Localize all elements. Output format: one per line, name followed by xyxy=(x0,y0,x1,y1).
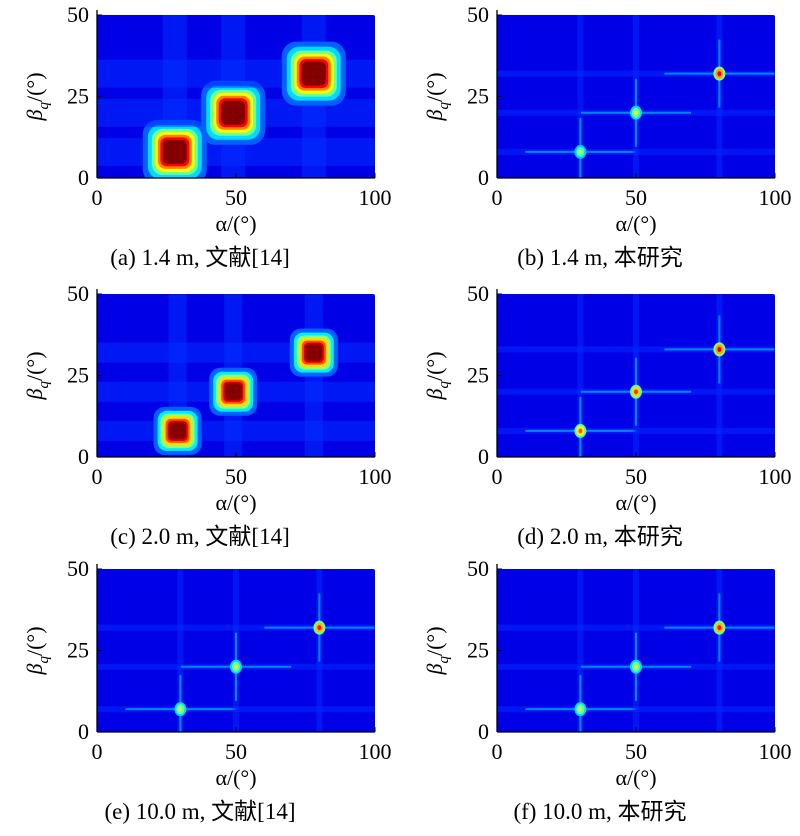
x-axis-label: α/(°) xyxy=(215,765,256,790)
x-tick-label: 100 xyxy=(359,185,392,210)
x-tick-label: 50 xyxy=(225,464,247,489)
y-tick-label: 50 xyxy=(67,556,89,581)
axes xyxy=(96,289,376,458)
panel-caption: (b) 1.4 m, 本研究 xyxy=(517,245,683,270)
x-tick-label: 0 xyxy=(92,185,103,210)
heatmap-peak-d-2 xyxy=(497,294,775,457)
heatmap-svg-c: 0 25 50 0 50 100 α/(°) βq/(°) xyxy=(22,281,392,515)
panel-caption: (a) 1.4 m, 文献[14] xyxy=(110,245,290,270)
x-tick-label: 50 xyxy=(225,185,247,210)
y-axis-label: βq/(°) xyxy=(422,72,452,121)
y-tick-label: 50 xyxy=(67,281,89,306)
axes xyxy=(496,289,776,458)
panel-caption: (d) 2.0 m, 本研究 xyxy=(517,524,683,549)
panel-caption: (f) 10.0 m, 本研究 xyxy=(513,799,687,824)
x-tick-label: 0 xyxy=(492,464,503,489)
y-axis-label: βq/(°) xyxy=(422,626,452,675)
x-axis-label: α/(°) xyxy=(615,211,656,236)
x-tick-label: 0 xyxy=(92,739,103,764)
panel-d: 0 25 50 0 50 100 α/(°) βq/(°) (d) 2.0 m, 本研究 xyxy=(400,279,800,558)
heatmap-peak-a-3 xyxy=(97,15,375,178)
x-axis-label: α/(°) xyxy=(215,211,256,236)
x-tick-label: 100 xyxy=(359,739,392,764)
x-tick-label: 0 xyxy=(92,464,103,489)
axes xyxy=(96,564,376,733)
heatmap-peak-f-2 xyxy=(497,569,775,732)
y-tick-label: 25 xyxy=(467,638,489,663)
panel-f: 0 25 50 0 50 100 α/(°) βq/(°) (f) 10.0 m, 本研究 xyxy=(400,554,800,833)
heatmap-svg-b: 0 25 50 0 50 100 α/(°) βq/(°) xyxy=(422,2,792,236)
heatmap-svg-d: 0 25 50 0 50 100 α/(°) βq/(°) xyxy=(422,281,792,515)
y-tick-label: 25 xyxy=(67,638,89,663)
x-tick-label: 0 xyxy=(492,739,503,764)
y-tick-label: 50 xyxy=(467,2,489,27)
y-tick-label: 25 xyxy=(67,363,89,388)
axes xyxy=(96,10,376,179)
panel-b: 0 25 50 0 50 100 α/(°) βq/(°) (b) 1.4 m, 本研究 xyxy=(400,0,800,279)
heatmap-svg-f: 0 25 50 0 50 100 α/(°) βq/(°) xyxy=(422,556,792,790)
y-tick-label: 50 xyxy=(467,281,489,306)
heatmap-svg-a: 0 25 50 0 50 100 α/(°) βq/(°) xyxy=(22,2,392,236)
heatmap-svg-e: 0 25 50 0 50 100 α/(°) βq/(°) xyxy=(22,556,392,790)
heatmap-peak-a-1 xyxy=(97,15,375,178)
y-axis-label: βq/(°) xyxy=(422,351,452,400)
heatmap-peak-d-3 xyxy=(497,294,775,457)
x-tick-label: 50 xyxy=(625,464,647,489)
y-tick-label: 0 xyxy=(478,444,489,469)
heatmap-peak-b-2 xyxy=(497,15,775,178)
panel-caption: (c) 2.0 m, 文献[14] xyxy=(110,524,290,549)
heatmap-peak-c-3 xyxy=(97,294,375,457)
y-tick-label: 0 xyxy=(78,165,89,190)
heatmap-peak-f-3 xyxy=(497,569,775,732)
x-tick-label: 100 xyxy=(759,185,792,210)
axes xyxy=(496,10,776,179)
y-tick-label: 25 xyxy=(67,84,89,109)
axes xyxy=(496,564,776,733)
y-axis-label: βq/(°) xyxy=(22,626,52,675)
x-axis-label: α/(°) xyxy=(215,490,256,515)
heatmap-peak-b-3 xyxy=(497,15,775,178)
heatmap-peak-e-2 xyxy=(97,569,375,732)
y-tick-label: 0 xyxy=(78,444,89,469)
x-axis-label: α/(°) xyxy=(615,490,656,515)
panel-c: 0 25 50 0 50 100 α/(°) βq/(°) (c) 2.0 m, 文献[14] xyxy=(0,279,400,558)
y-axis-label: βq/(°) xyxy=(22,72,52,121)
y-tick-label: 25 xyxy=(467,84,489,109)
y-tick-label: 0 xyxy=(478,165,489,190)
panel-e: 0 25 50 0 50 100 α/(°) βq/(°) (e) 10.0 m, 文献[14] xyxy=(0,554,400,833)
x-tick-label: 100 xyxy=(359,464,392,489)
x-tick-label: 50 xyxy=(225,739,247,764)
x-tick-label: 0 xyxy=(492,185,503,210)
heatmap-peak-e-3 xyxy=(97,569,375,732)
panel-caption: (e) 10.0 m, 文献[14] xyxy=(104,799,296,824)
y-tick-label: 0 xyxy=(78,719,89,744)
y-tick-label: 50 xyxy=(67,2,89,27)
y-tick-label: 25 xyxy=(467,363,489,388)
x-tick-label: 50 xyxy=(625,185,647,210)
y-axis-label: βq/(°) xyxy=(22,351,52,400)
x-tick-label: 100 xyxy=(759,464,792,489)
panel-a: 0 25 50 0 50 100 α/(°) βq/(°) (a) 1.4 m, 文献[14] xyxy=(0,0,400,279)
x-axis-label: α/(°) xyxy=(615,765,656,790)
x-tick-label: 100 xyxy=(759,739,792,764)
y-tick-label: 0 xyxy=(478,719,489,744)
y-tick-label: 50 xyxy=(467,556,489,581)
x-tick-label: 50 xyxy=(625,739,647,764)
